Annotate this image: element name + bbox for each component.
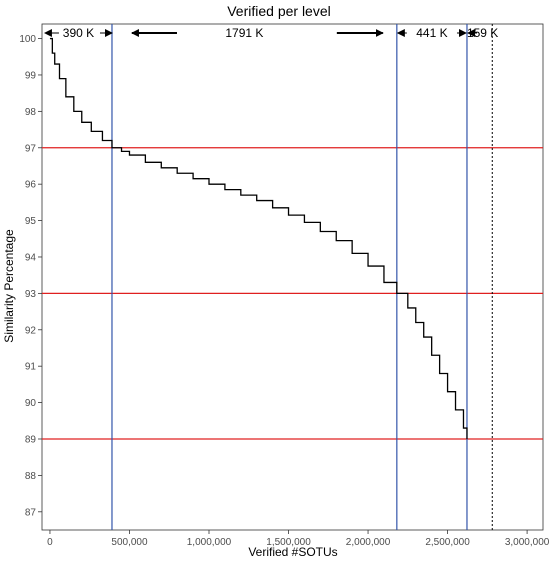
- y-tick-label: 90: [25, 398, 37, 409]
- y-tick-label: 92: [25, 325, 37, 336]
- x-tick-label: 2,000,000: [346, 537, 391, 548]
- plot-area: 87 88 89 90 91 92 93 94 95 96 97 98 99 100 0 500,000 1,0…: [19, 23, 550, 548]
- x-tick-label: 500,000: [111, 537, 148, 548]
- y-tick-label: 94: [25, 252, 37, 263]
- y-tick-label: 99: [25, 70, 37, 81]
- y-tick-label: 96: [25, 180, 37, 191]
- x-tick-label: 2,500,000: [425, 537, 470, 548]
- y-axis-title: Similarity Percentage: [2, 229, 16, 343]
- x-tick-label: 1,500,000: [266, 537, 311, 548]
- series-line: [49, 37, 468, 439]
- annotation-label: 1791 K: [225, 26, 263, 40]
- x-tick-label: 3,000,000: [505, 537, 550, 548]
- y-tick-label: 89: [25, 434, 37, 445]
- y-tick-label: 97: [25, 143, 37, 154]
- chart-title: Verified per level: [227, 3, 331, 19]
- y-tick-label: 95: [25, 216, 37, 227]
- y-tick-label: 88: [25, 471, 37, 482]
- panel-border: [41, 23, 544, 531]
- x-axis-title: Verified #SOTUs: [248, 545, 337, 559]
- y-tick-label: 100: [19, 34, 36, 45]
- annotation-label: 390 K: [63, 26, 94, 40]
- x-tick-label: 1,000,000: [187, 537, 232, 548]
- y-tick-label: 93: [25, 289, 37, 300]
- y-tick-label: 87: [25, 507, 37, 518]
- annotation-label: 159 K: [467, 26, 498, 40]
- x-tick-label: 0: [47, 537, 53, 548]
- y-tick-label: 91: [25, 362, 37, 373]
- annotation-label: 441 K: [416, 26, 447, 40]
- y-tick-label: 98: [25, 107, 37, 118]
